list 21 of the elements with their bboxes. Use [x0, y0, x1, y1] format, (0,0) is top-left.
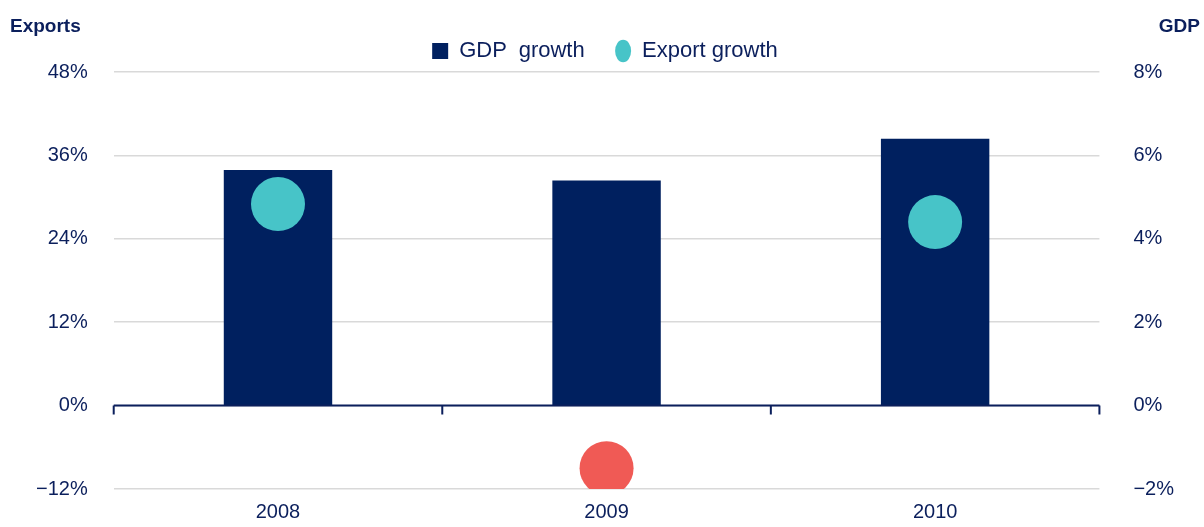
y-tick-label: −12%: [35, 476, 88, 499]
point: [908, 195, 963, 250]
y2-tick-label: 4%: [1133, 226, 1163, 249]
x-tick-label: 2010: [912, 499, 958, 522]
legend-label: GDP growth: [459, 37, 585, 63]
legend-label: Export growth: [642, 37, 778, 63]
y-tick-label: 36%: [47, 142, 88, 165]
y2-tick-label: 2%: [1133, 309, 1163, 332]
point: [250, 177, 305, 232]
x-tick-label: 2008: [255, 499, 301, 522]
y-tick-label: 0%: [58, 393, 88, 416]
y2-tick-label: 6%: [1133, 142, 1163, 165]
y2-axis-title: GDP: [1158, 15, 1201, 37]
x-tick-label: 2009: [584, 499, 629, 522]
y2-tick-label: −2%: [1133, 476, 1175, 499]
y-tick-label: 24%: [47, 226, 88, 249]
y2-tick-label: 8%: [1133, 59, 1163, 82]
y-axis-title: Exports: [10, 15, 81, 37]
y2-tick-label: 0%: [1133, 393, 1163, 416]
y-tick-label: 12%: [47, 309, 88, 332]
y-tick-label: 48%: [47, 59, 88, 82]
